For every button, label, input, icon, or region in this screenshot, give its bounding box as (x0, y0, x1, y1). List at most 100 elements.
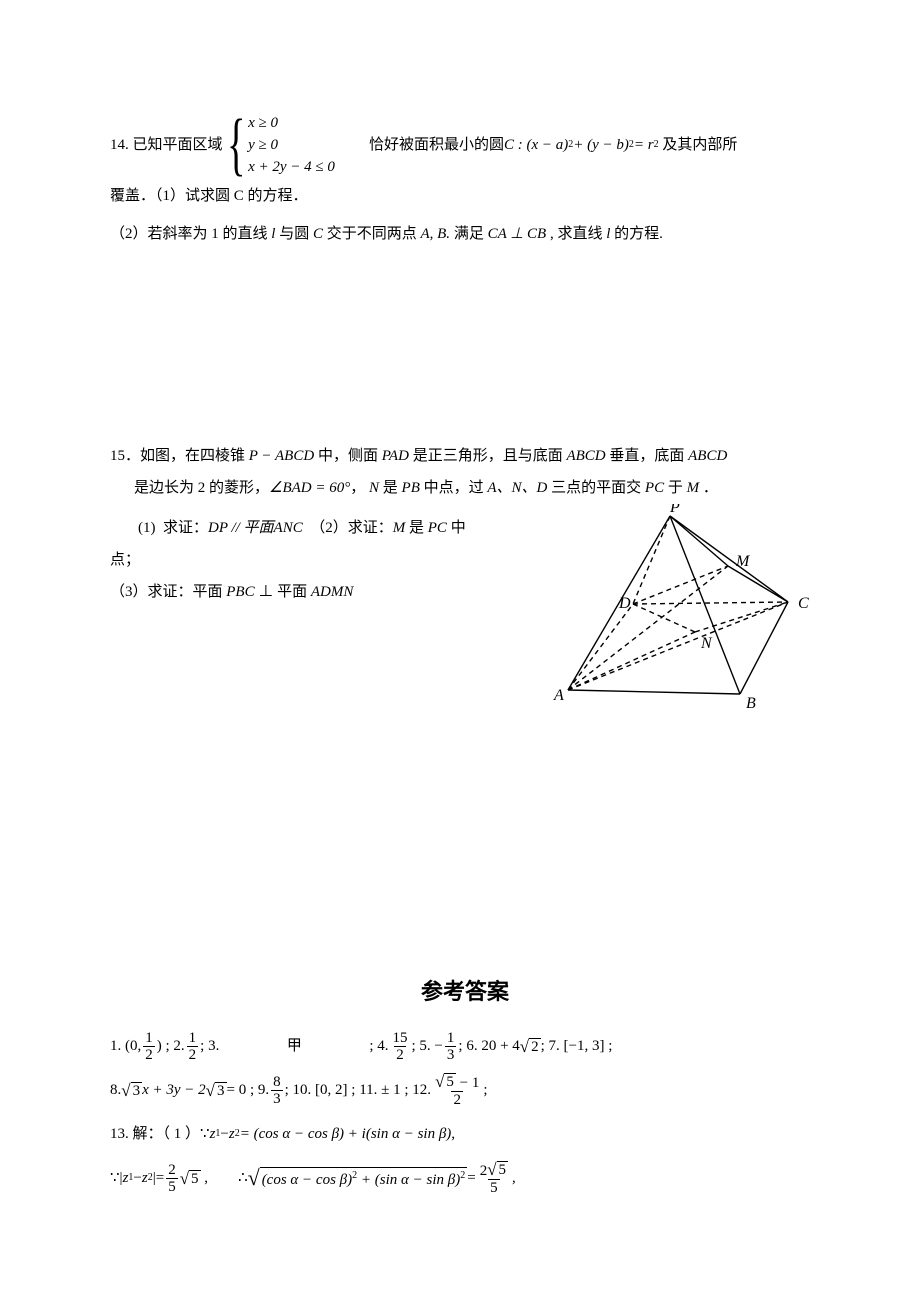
AND: A、N、D (487, 472, 547, 504)
den: 5 (166, 1178, 178, 1195)
answers-row-2: 8. √ 3 x + 3y − 2 √ 3 = 0 ; 9. 8 3 ; 10.… (110, 1068, 820, 1112)
pabcd: P − ABCD (249, 440, 314, 472)
den: 5 (488, 1179, 500, 1196)
sqrt-arg: 5 (497, 1161, 509, 1178)
den: 2 (451, 1091, 463, 1108)
num-pre: 2 (480, 1163, 488, 1179)
a5-pre: ; 5. − (412, 1024, 443, 1068)
frac-2sqrt5-5: 2√5 5 (478, 1161, 510, 1196)
q15-l1a: 如图，在四棱锥 (140, 440, 249, 472)
sym-C: C (313, 218, 323, 250)
q15-line2: 是边长为 2 的菱形， ∠BAD = 60° ， N 是 PB 中点，过 A、N… (110, 472, 820, 504)
because-icon: ∵ (200, 1112, 210, 1156)
q15-line1: 15． 如图，在四棱锥 P − ABCD 中，侧面 PAD 是正三角形，且与底面… (110, 440, 820, 472)
ADMN: ADMN (311, 576, 354, 608)
diagram-labels: PMCDNAB (553, 504, 809, 712)
q14-pretext: 已知平面区域 (129, 129, 223, 161)
sqrt-5: √ 5 (435, 1073, 456, 1090)
radical-icon: √ (435, 1073, 444, 1090)
a1-post: ) ; 2. (157, 1024, 185, 1068)
radical-icon: √ (487, 1161, 496, 1178)
q14-l3e: , 求直线 (546, 218, 606, 250)
minus: − (220, 1112, 228, 1156)
sin-diff: + (sin α − sin β) (357, 1172, 460, 1188)
PB: PB (402, 472, 420, 504)
num: 2 (166, 1162, 178, 1178)
q15-l1b: 中，侧面 (314, 440, 382, 472)
a4-pre: ; 4. (369, 1024, 388, 1068)
sqrt-arg: 2 (529, 1038, 541, 1055)
p1c: 是 (405, 512, 428, 544)
q14-sys-l2: y ≥ 0 (248, 134, 335, 156)
answers-row-1: 1. (0, 1 2 ) ; 2. 1 2 ; 3. 甲 ; 4. 15 2 ;… (110, 1024, 820, 1068)
a8-post: = 0 ; 9. (227, 1068, 270, 1112)
a12-post: ; (483, 1068, 487, 1112)
PCm: PC (428, 512, 447, 544)
a2-post: ; 3. (200, 1024, 219, 1068)
vertical-gap-2 (110, 714, 820, 944)
q15-l2f: 于 (664, 472, 687, 504)
q15-l2d: 中点，过 (420, 472, 488, 504)
q14-sys-l1: x ≥ 0 (248, 112, 335, 134)
dp-anc: DP // 平面ANC (208, 512, 303, 544)
svg-text:P: P (669, 504, 680, 516)
answers-title: 参考答案 (110, 974, 820, 1006)
q15-l1c: 是正三角形，且与底面 (409, 440, 567, 472)
answers-row-4: ∵ | z 1 − z 2 | = 2 5 √ 5 , ∴ √ (cos α −… (110, 1156, 820, 1200)
num: 1 (445, 1030, 457, 1046)
sym-AB: A, B. (420, 218, 450, 250)
q15-l2e: 三点的平面交 (547, 472, 645, 504)
p3b: ⊥ 平面 (255, 576, 311, 608)
q14-system: { x ≥ 0 y ≥ 0 x + 2y − 4 ≤ 0 (227, 110, 335, 180)
q15-proof-block: (1) 求证： DP // 平面ANC （2）求证： M 是 PC 中 点； （… (110, 504, 820, 714)
sqrt-3: √ 3 (121, 1082, 142, 1099)
q15-part2: 点； (110, 544, 528, 576)
sqrt-5c: √5 (487, 1161, 508, 1178)
num-tail: − 1 (456, 1075, 479, 1091)
q14-line3: （2）若斜率为 1 的直线 l 与圆 C 交于不同两点 A, B. 满足 CA … (110, 218, 820, 250)
q14-l3f: 的方程. (610, 218, 663, 250)
document-page: 14. 已知平面区域 { x ≥ 0 y ≥ 0 x + 2y − 4 ≤ 0 … (0, 0, 920, 1260)
den: 3 (445, 1046, 457, 1063)
num: 8 (271, 1074, 283, 1090)
q14-mid-text: 恰好被面积最小的圆 (369, 129, 504, 161)
perp-expr: CA ⊥ CB (488, 218, 547, 250)
q15-l2a: 是边长为 2 的菱形， (134, 472, 269, 504)
comma2: , (512, 1156, 516, 1200)
q14-circle-pre: C : (x − a) (504, 129, 568, 161)
sqrt-arg-big: (cos α − cos β)2 + (sin α − sin β)2 (260, 1167, 468, 1188)
num: 1 (187, 1030, 199, 1046)
q14-mid (339, 129, 369, 161)
M: M (687, 472, 700, 504)
q14-plus: + (y − b) (573, 129, 629, 161)
q14-sys-l3: x + 2y − 4 ≤ 0 (248, 156, 335, 178)
sqrt-arg: 3 (215, 1082, 227, 1099)
q14-l3c: 交于不同两点 (323, 218, 421, 250)
because-icon: ∵ (110, 1156, 120, 1200)
vertical-gap (110, 250, 820, 440)
radical-icon: √ (248, 1167, 260, 1189)
cos-diff: (cos α − cos β) (262, 1172, 352, 1188)
num: 2√5 (478, 1161, 510, 1179)
q15-proof-text: (1) 求证： DP // 平面ANC （2）求证： M 是 PC 中 点； （… (110, 504, 528, 608)
den: 3 (271, 1090, 283, 1107)
a6-pre: ; 6. 20 + 4 (458, 1024, 519, 1068)
comma: , (451, 1112, 455, 1156)
q14-line1: 14. 已知平面区域 { x ≥ 0 y ≥ 0 x + 2y − 4 ≤ 0 … (110, 110, 820, 180)
answers-row-3: 13. 解：（ 1 ） ∵ z 1 − z 2 = (cos α − cos β… (110, 1112, 820, 1156)
q14-line2: 覆盖．（1）试求圆 C 的方程． (110, 180, 820, 212)
frac-1-3: 1 3 (445, 1030, 457, 1063)
sqrt-arg: 5 (189, 1170, 201, 1187)
q15-l1d: 垂直，底面 (606, 440, 689, 472)
svg-text:B: B (746, 695, 756, 712)
den: 2 (187, 1046, 199, 1063)
radical-icon: √ (520, 1038, 529, 1055)
a3-gap-label: 甲 (219, 1024, 369, 1068)
radical-icon: √ (180, 1170, 189, 1187)
exp-2: 2 (460, 1170, 465, 1181)
svg-text:D: D (618, 595, 631, 612)
therefore-icon: ∴ (238, 1156, 248, 1200)
num: 1 (143, 1030, 155, 1046)
den: 2 (143, 1046, 155, 1063)
q14-l3b: 与圆 (275, 218, 313, 250)
